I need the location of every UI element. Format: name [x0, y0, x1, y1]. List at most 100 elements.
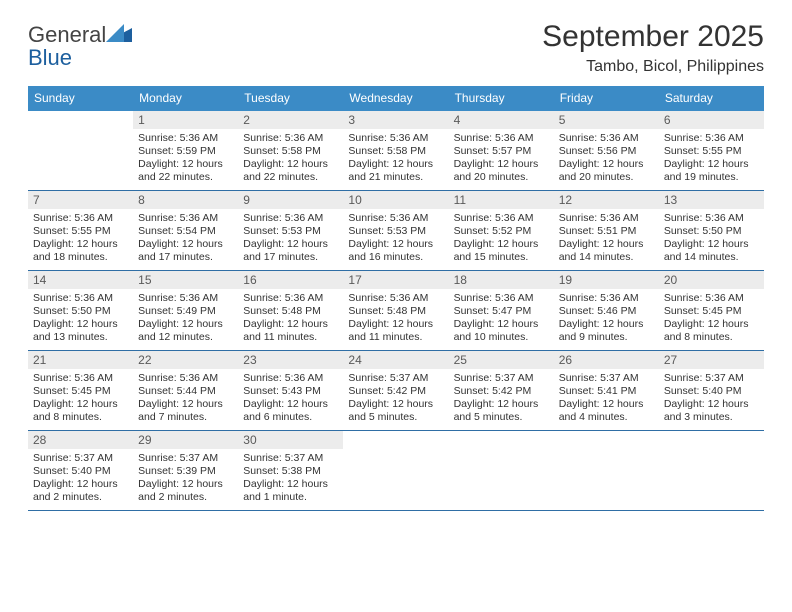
calendar-cell: 24Sunrise: 5:37 AMSunset: 5:42 PMDayligh… [343, 351, 448, 430]
daylight-text: Daylight: 12 hours and 12 minutes. [138, 318, 233, 344]
date-number: 5 [554, 111, 659, 129]
sunrise-text: Sunrise: 5:37 AM [138, 452, 233, 465]
day-info: Sunrise: 5:36 AMSunset: 5:45 PMDaylight:… [659, 289, 764, 350]
calendar-cell: 10Sunrise: 5:36 AMSunset: 5:53 PMDayligh… [343, 191, 448, 270]
sunrise-text: Sunrise: 5:36 AM [243, 292, 338, 305]
weekday-header-row: Sunday Monday Tuesday Wednesday Thursday… [28, 86, 764, 111]
date-number: 25 [449, 351, 554, 369]
calendar-cell: 27Sunrise: 5:37 AMSunset: 5:40 PMDayligh… [659, 351, 764, 430]
sunset-text: Sunset: 5:59 PM [138, 145, 233, 158]
day-info: Sunrise: 5:36 AMSunset: 5:46 PMDaylight:… [554, 289, 659, 350]
daylight-text: Daylight: 12 hours and 4 minutes. [559, 398, 654, 424]
sunset-text: Sunset: 5:51 PM [559, 225, 654, 238]
day-info: Sunrise: 5:36 AMSunset: 5:58 PMDaylight:… [238, 129, 343, 190]
daylight-text: Daylight: 12 hours and 21 minutes. [348, 158, 443, 184]
date-number: 20 [659, 271, 764, 289]
calendar-cell: 7Sunrise: 5:36 AMSunset: 5:55 PMDaylight… [28, 191, 133, 270]
date-number: 26 [554, 351, 659, 369]
day-info: Sunrise: 5:37 AMSunset: 5:38 PMDaylight:… [238, 449, 343, 510]
daylight-text: Daylight: 12 hours and 6 minutes. [243, 398, 338, 424]
daylight-text: Daylight: 12 hours and 3 minutes. [664, 398, 759, 424]
calendar-cell-empty [659, 431, 764, 510]
logo-mark-icon [106, 24, 132, 47]
date-number: 22 [133, 351, 238, 369]
date-number: 7 [28, 191, 133, 209]
calendar-cell-empty [28, 111, 133, 190]
calendar-cell: 30Sunrise: 5:37 AMSunset: 5:38 PMDayligh… [238, 431, 343, 510]
date-number: 19 [554, 271, 659, 289]
sunrise-text: Sunrise: 5:36 AM [243, 372, 338, 385]
calendar-cell: 3Sunrise: 5:36 AMSunset: 5:58 PMDaylight… [343, 111, 448, 190]
sunset-text: Sunset: 5:50 PM [33, 305, 128, 318]
day-info: Sunrise: 5:37 AMSunset: 5:42 PMDaylight:… [449, 369, 554, 430]
calendar-cell: 19Sunrise: 5:36 AMSunset: 5:46 PMDayligh… [554, 271, 659, 350]
sunset-text: Sunset: 5:55 PM [33, 225, 128, 238]
daylight-text: Daylight: 12 hours and 16 minutes. [348, 238, 443, 264]
calendar: Sunday Monday Tuesday Wednesday Thursday… [28, 86, 764, 511]
day-info: Sunrise: 5:36 AMSunset: 5:59 PMDaylight:… [133, 129, 238, 190]
calendar-cell: 6Sunrise: 5:36 AMSunset: 5:55 PMDaylight… [659, 111, 764, 190]
daylight-text: Daylight: 12 hours and 8 minutes. [33, 398, 128, 424]
day-info: Sunrise: 5:36 AMSunset: 5:43 PMDaylight:… [238, 369, 343, 430]
date-number: 23 [238, 351, 343, 369]
weekday-wednesday: Wednesday [343, 86, 448, 111]
calendar-cell: 23Sunrise: 5:36 AMSunset: 5:43 PMDayligh… [238, 351, 343, 430]
calendar-cell: 20Sunrise: 5:36 AMSunset: 5:45 PMDayligh… [659, 271, 764, 350]
weekday-sunday: Sunday [28, 86, 133, 111]
sunset-text: Sunset: 5:49 PM [138, 305, 233, 318]
logo-text: General Blue [28, 24, 132, 70]
date-number: 14 [28, 271, 133, 289]
calendar-cell: 28Sunrise: 5:37 AMSunset: 5:40 PMDayligh… [28, 431, 133, 510]
calendar-cell: 5Sunrise: 5:36 AMSunset: 5:56 PMDaylight… [554, 111, 659, 190]
sunset-text: Sunset: 5:53 PM [243, 225, 338, 238]
sunrise-text: Sunrise: 5:36 AM [138, 372, 233, 385]
day-info: Sunrise: 5:36 AMSunset: 5:44 PMDaylight:… [133, 369, 238, 430]
sunset-text: Sunset: 5:56 PM [559, 145, 654, 158]
daylight-text: Daylight: 12 hours and 11 minutes. [348, 318, 443, 344]
daylight-text: Daylight: 12 hours and 7 minutes. [138, 398, 233, 424]
day-info: Sunrise: 5:36 AMSunset: 5:58 PMDaylight:… [343, 129, 448, 190]
sunset-text: Sunset: 5:48 PM [243, 305, 338, 318]
sunset-text: Sunset: 5:57 PM [454, 145, 549, 158]
sunrise-text: Sunrise: 5:36 AM [559, 212, 654, 225]
logo: General Blue [28, 20, 132, 70]
sunrise-text: Sunrise: 5:36 AM [33, 372, 128, 385]
sunrise-text: Sunrise: 5:36 AM [243, 212, 338, 225]
day-info: Sunrise: 5:36 AMSunset: 5:51 PMDaylight:… [554, 209, 659, 270]
date-number: 4 [449, 111, 554, 129]
sunrise-text: Sunrise: 5:36 AM [559, 292, 654, 305]
calendar-cell: 9Sunrise: 5:36 AMSunset: 5:53 PMDaylight… [238, 191, 343, 270]
calendar-cell-empty [554, 431, 659, 510]
day-info: Sunrise: 5:36 AMSunset: 5:49 PMDaylight:… [133, 289, 238, 350]
day-info: Sunrise: 5:36 AMSunset: 5:53 PMDaylight:… [238, 209, 343, 270]
calendar-cell-empty [449, 431, 554, 510]
calendar-cell: 13Sunrise: 5:36 AMSunset: 5:50 PMDayligh… [659, 191, 764, 270]
calendar-cell: 26Sunrise: 5:37 AMSunset: 5:41 PMDayligh… [554, 351, 659, 430]
day-info: Sunrise: 5:37 AMSunset: 5:41 PMDaylight:… [554, 369, 659, 430]
day-info: Sunrise: 5:36 AMSunset: 5:50 PMDaylight:… [659, 209, 764, 270]
day-info: Sunrise: 5:37 AMSunset: 5:39 PMDaylight:… [133, 449, 238, 510]
sunset-text: Sunset: 5:58 PM [243, 145, 338, 158]
sunset-text: Sunset: 5:45 PM [33, 385, 128, 398]
sunrise-text: Sunrise: 5:36 AM [138, 292, 233, 305]
title-block: September 2025 Tambo, Bicol, Philippines [542, 20, 764, 76]
daylight-text: Daylight: 12 hours and 19 minutes. [664, 158, 759, 184]
sunset-text: Sunset: 5:46 PM [559, 305, 654, 318]
daylight-text: Daylight: 12 hours and 5 minutes. [348, 398, 443, 424]
month-title: September 2025 [542, 20, 764, 54]
date-number: 8 [133, 191, 238, 209]
sunset-text: Sunset: 5:43 PM [243, 385, 338, 398]
daylight-text: Daylight: 12 hours and 11 minutes. [243, 318, 338, 344]
sunrise-text: Sunrise: 5:37 AM [664, 372, 759, 385]
header: General Blue September 2025 Tambo, Bicol… [28, 20, 764, 76]
calendar-cell: 21Sunrise: 5:36 AMSunset: 5:45 PMDayligh… [28, 351, 133, 430]
calendar-cell: 22Sunrise: 5:36 AMSunset: 5:44 PMDayligh… [133, 351, 238, 430]
sunset-text: Sunset: 5:50 PM [664, 225, 759, 238]
calendar-cell: 18Sunrise: 5:36 AMSunset: 5:47 PMDayligh… [449, 271, 554, 350]
weekday-thursday: Thursday [449, 86, 554, 111]
sunrise-text: Sunrise: 5:36 AM [33, 292, 128, 305]
day-info: Sunrise: 5:37 AMSunset: 5:40 PMDaylight:… [659, 369, 764, 430]
sunrise-text: Sunrise: 5:36 AM [454, 132, 549, 145]
date-number: 15 [133, 271, 238, 289]
date-number: 24 [343, 351, 448, 369]
